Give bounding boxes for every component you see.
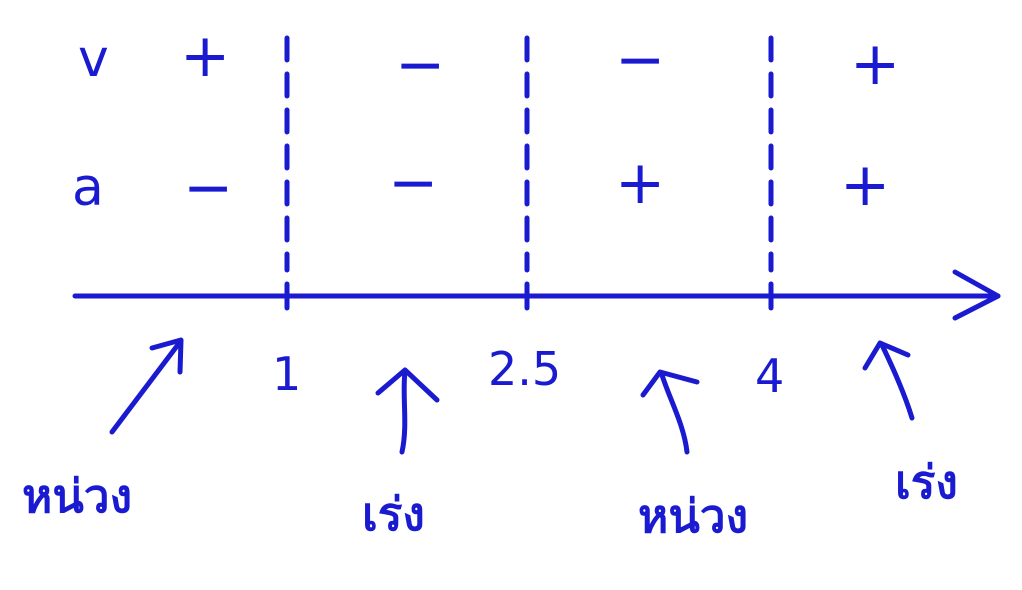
row-label-v: v — [78, 29, 109, 89]
row-label-a: a — [72, 158, 104, 218]
interval-note-1: หน่วง — [22, 469, 132, 523]
sign-v-interval-1: + — [180, 21, 230, 91]
up-arrow-icon — [640, 369, 700, 455]
interval-note-4: เร่ง — [895, 455, 958, 509]
up-arrow-icon — [862, 340, 915, 421]
tick-label-4: 4 — [755, 349, 784, 403]
tick-label-1: 1 — [272, 347, 301, 401]
sign-v-interval-3: − — [615, 25, 665, 95]
tick-label-2-5: 2.5 — [488, 342, 561, 396]
interval-note-2: เร่ง — [362, 487, 425, 541]
axis-arrow-icon — [72, 269, 1001, 321]
interval-note-3: หน่วง — [638, 489, 748, 543]
sign-a-interval-2: − — [388, 148, 438, 218]
sign-v-interval-4: + — [850, 29, 900, 99]
sign-a-interval-1: − — [183, 153, 233, 223]
sign-a-interval-4: + — [840, 150, 890, 220]
up-arrow-icon — [109, 337, 184, 435]
up-arrow-icon — [375, 367, 440, 455]
sign-v-interval-2: − — [395, 30, 445, 100]
sign-a-interval-3: + — [615, 148, 665, 218]
